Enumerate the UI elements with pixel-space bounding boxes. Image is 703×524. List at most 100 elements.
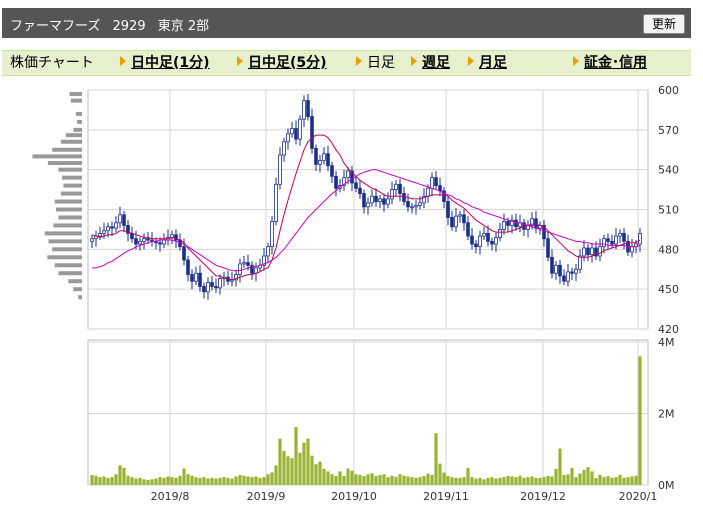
candle-body	[566, 271, 570, 282]
candle-body	[622, 232, 626, 242]
volume-bar	[126, 475, 130, 485]
volume-bar	[290, 458, 294, 485]
volume-bar	[586, 467, 590, 485]
candle-body	[514, 219, 518, 228]
candle-body	[442, 190, 446, 202]
refresh-button[interactable]: 更新	[643, 14, 685, 34]
y-tick-label: 510	[658, 204, 679, 217]
candle-body	[462, 214, 466, 224]
volume-bar	[146, 479, 150, 485]
volume-bar	[554, 468, 558, 485]
volume-bar	[118, 465, 122, 485]
volume-bar	[454, 477, 458, 485]
candle-body	[110, 226, 114, 229]
volume-profile-bar	[32, 154, 82, 159]
candle-body	[314, 148, 318, 165]
x-tick-label: 2019/9	[247, 490, 286, 503]
volume-bar	[266, 474, 270, 485]
volume-bar	[382, 474, 386, 485]
x-tick-label: 2019/11	[423, 490, 469, 503]
volume-bar	[230, 478, 234, 485]
candle-body	[582, 247, 586, 257]
candle-body	[478, 235, 482, 248]
volume-bar	[102, 476, 106, 485]
candle-body	[306, 100, 310, 117]
volume-bar	[326, 471, 330, 485]
volume-bar	[314, 464, 318, 485]
volume-profile-bar	[60, 191, 82, 196]
candle-body	[494, 236, 498, 245]
volume-bar	[606, 476, 610, 485]
volume-bar	[438, 463, 442, 485]
volume-bar	[150, 479, 154, 485]
volume-bar	[354, 474, 358, 485]
volume-bar	[342, 476, 346, 485]
y-tick-label: 600	[658, 84, 679, 97]
candle-body	[114, 222, 118, 229]
candle-body	[146, 238, 150, 241]
price-panel: 420 450 480 510 540 570 600	[32, 84, 679, 336]
candle-body	[530, 218, 534, 226]
nav-1min-link[interactable]: 日中足(1分)	[120, 53, 210, 73]
volume-bar	[622, 477, 626, 485]
candle-body	[602, 238, 606, 248]
candle-body	[434, 177, 438, 186]
volume-bar	[270, 472, 274, 485]
candle-body	[542, 225, 546, 240]
nav-weekly-link[interactable]: 週足	[411, 53, 450, 73]
volume-bar	[346, 468, 350, 485]
volume-bar	[254, 476, 258, 485]
volume-bar	[390, 475, 394, 485]
candle-body	[378, 198, 382, 202]
volume-bar	[494, 478, 498, 485]
volume-tick-label: 2M	[658, 408, 675, 421]
nav-margin-label: 証金･信用	[584, 55, 647, 71]
candle-body	[546, 238, 550, 258]
candle-body	[638, 232, 642, 245]
volume-bar	[442, 472, 446, 485]
candle-body	[174, 234, 178, 241]
candle-body	[506, 221, 510, 226]
arrow-icon	[468, 56, 474, 66]
candle-body	[274, 183, 278, 222]
arrow-icon	[411, 56, 417, 66]
volume-bar	[362, 476, 366, 485]
candle-body	[550, 256, 554, 274]
volume-bar	[410, 477, 414, 485]
candle-body	[366, 202, 370, 208]
volume-bar	[394, 476, 398, 485]
volume-profile-bar	[55, 207, 82, 212]
nav-5min-link[interactable]: 日中足(5分)	[237, 53, 327, 73]
volume-profile-bar	[65, 133, 82, 138]
candle-body	[390, 189, 394, 200]
nav-monthly-link[interactable]: 月足	[468, 53, 507, 73]
candle-body	[446, 201, 450, 218]
volume-bar	[526, 477, 530, 485]
nav-weekly-label: 週足	[422, 55, 450, 71]
candle-body	[214, 286, 218, 289]
candle-body	[362, 193, 366, 208]
volume-bar	[434, 433, 438, 485]
candle-body	[278, 154, 282, 185]
volume-bar	[378, 474, 382, 485]
candle-body	[310, 116, 314, 149]
volume-bar	[114, 474, 118, 485]
volume-profile-bar	[47, 161, 82, 166]
volume-bar	[278, 438, 282, 485]
candle-body	[590, 247, 594, 256]
volume-bar	[106, 477, 110, 485]
volume-bar	[94, 475, 98, 485]
volume-profile-bar	[60, 139, 82, 144]
ma-short-line	[91, 134, 641, 281]
volume-bar	[358, 474, 362, 485]
volume-bar	[202, 477, 206, 485]
candle-body	[450, 217, 454, 228]
candle-body	[210, 282, 214, 287]
volume-bar	[406, 476, 410, 485]
volume-bar	[530, 476, 534, 485]
nav-margin-link[interactable]: 証金･信用	[573, 53, 647, 73]
volume-bar	[414, 477, 418, 485]
volume-bar	[422, 476, 426, 485]
x-axis: 2019/8 2019/9 2019/10 2019/11 2019/12 2020/1	[151, 490, 658, 503]
